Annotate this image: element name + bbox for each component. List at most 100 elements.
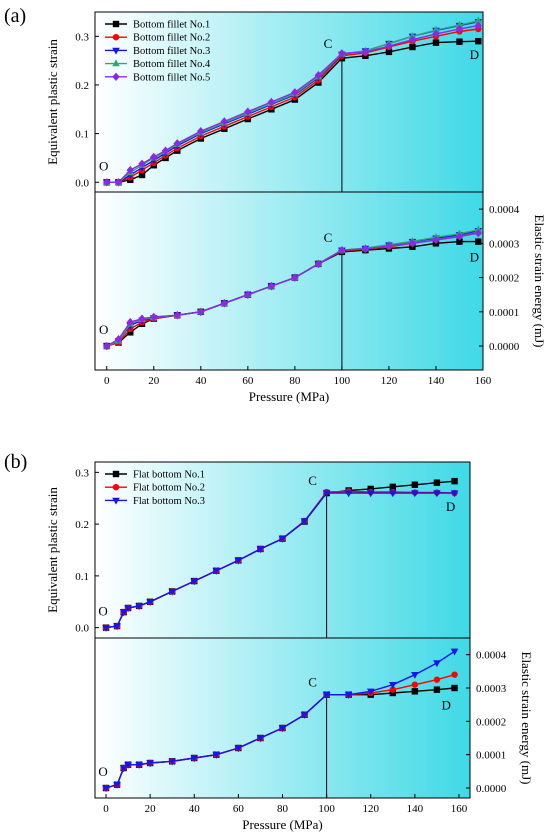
top-series-5-point — [138, 159, 146, 168]
bottom-series-3-point — [278, 725, 287, 733]
bottom-ytick-label: 0.0001 — [489, 307, 519, 319]
top-series-4-point — [455, 20, 464, 28]
xtick-label: 120 — [381, 375, 398, 387]
top-ytick-label: 0.0 — [75, 177, 89, 189]
legend-label-3: Flat bottom No.3 — [133, 496, 205, 507]
legend-marker-3 — [112, 497, 120, 505]
top-series-3-point — [278, 535, 287, 543]
bottom-series-3-point — [256, 735, 265, 743]
top-series-5-point — [244, 107, 252, 116]
bottom-series-5-point — [103, 341, 111, 351]
bottom-series-5-point — [173, 311, 182, 320]
xtick-label: 140 — [407, 803, 424, 815]
top-series-5-point — [432, 29, 440, 39]
xtick-label: 100 — [318, 803, 335, 815]
xtick-label: 40 — [195, 375, 207, 387]
xtick-label: 0 — [103, 803, 109, 815]
top-point-label-D: D — [446, 499, 455, 514]
bottom-ytick-label: 0.0001 — [476, 750, 506, 762]
bottom-series-5-point — [314, 259, 323, 269]
bottom-point-label-C: C — [308, 675, 317, 690]
xlabel: Pressure (MPa) — [249, 389, 330, 404]
bottom-series-5-point — [455, 232, 464, 241]
legend-label-5: Bottom fillet No.5 — [133, 72, 210, 83]
xtick-label: 20 — [145, 803, 157, 815]
top-series-3-point — [388, 490, 397, 498]
xtick-label: 120 — [362, 803, 379, 815]
bottom-ylabel: Elastic strain energy (mJ) — [532, 215, 547, 348]
bottom-series-5-point — [338, 245, 346, 255]
legend-label-3: Bottom fillet No.3 — [133, 46, 210, 57]
top-series-3-point — [344, 490, 353, 498]
top-ytick-label: 0.0 — [75, 623, 89, 635]
top-ytick-label: 0.1 — [75, 571, 89, 583]
bottom-series-2-point — [451, 671, 458, 678]
bottom-ytick-label: 0.0002 — [489, 273, 519, 285]
top-series-5-point — [408, 35, 417, 44]
top-series-5-point — [385, 41, 393, 51]
top-series-3-point — [322, 490, 331, 498]
legend-label-4: Bottom fillet No.4 — [133, 59, 211, 70]
top-series-5-point — [291, 88, 299, 97]
top-point-label-O: O — [98, 604, 107, 619]
bottom-series-5-point — [244, 290, 252, 299]
top-series-3-point — [135, 603, 143, 611]
top-series-3-point — [300, 518, 309, 526]
bottom-series-3-point — [212, 751, 221, 759]
legend-label-1: Flat bottom No.1 — [133, 470, 205, 481]
bottom-point-label-D: D — [441, 697, 450, 712]
top-series-1-point — [385, 48, 393, 56]
bottom-series-3-point — [322, 691, 331, 699]
top-series-3-point — [146, 599, 154, 606]
top-series-1-point — [389, 483, 396, 491]
legend-marker-5 — [112, 72, 120, 81]
top-series-3-point — [113, 623, 121, 631]
bottom-series-3-point — [234, 745, 243, 753]
top-series-5-point — [103, 178, 111, 187]
bottom-series-1-point — [411, 688, 419, 695]
bottom-series-3-point — [433, 660, 441, 668]
bottom-ytick-label: 0.0000 — [476, 783, 507, 795]
top-series-5-point — [197, 126, 205, 136]
bottom-series-3-point — [135, 761, 143, 769]
top-series-3-point — [411, 490, 419, 498]
bottom-series-3-point — [102, 785, 110, 793]
top-point-label-C: C — [308, 473, 317, 488]
top-series-1-point — [432, 39, 440, 46]
bottom-series-2-point — [411, 681, 419, 688]
bottom-ylabel: Elastic strain energy (mJ) — [519, 652, 534, 785]
bottom-series-3-point — [168, 758, 177, 766]
top-series-4-point — [474, 16, 483, 24]
bottom-point-label-O: O — [99, 322, 108, 337]
bottom-series-5-point — [114, 334, 123, 344]
bottom-point-label-C: C — [324, 230, 333, 245]
bottom-series-3-point — [366, 688, 375, 696]
xtick-label: 60 — [242, 375, 254, 387]
top-series-3-point — [102, 624, 110, 632]
top-series-5-point — [361, 47, 370, 57]
xtick-label: 160 — [451, 803, 468, 815]
plot-frame — [94, 11, 484, 371]
bottom-series-5-point — [220, 299, 229, 308]
bottom-series-5-point — [408, 239, 417, 248]
top-ytick-label: 0.3 — [75, 467, 89, 479]
legend-marker-1 — [112, 470, 120, 478]
xtick-label: 20 — [148, 375, 160, 387]
top-point-label-C: C — [324, 36, 333, 51]
bottom-point-label-O: O — [98, 764, 107, 779]
bottom-series-1-point — [456, 238, 463, 245]
bottom-series-1-point — [475, 238, 482, 245]
bottom-series-3-point — [119, 765, 128, 773]
legend-label-1: Bottom fillet No.1 — [133, 20, 210, 31]
bottom-series-5-point — [197, 307, 205, 317]
bottom-series-2-point — [433, 676, 441, 683]
top-series-1-point — [475, 37, 482, 45]
xtick-label: 80 — [277, 803, 289, 815]
xtick-label: 0 — [104, 375, 110, 387]
xtick-label: 160 — [475, 375, 492, 387]
top-series-3-point — [450, 490, 459, 498]
top-series-3-point — [190, 578, 199, 586]
bottom-series-5-point — [138, 314, 146, 323]
top-series-3-point — [212, 568, 221, 575]
